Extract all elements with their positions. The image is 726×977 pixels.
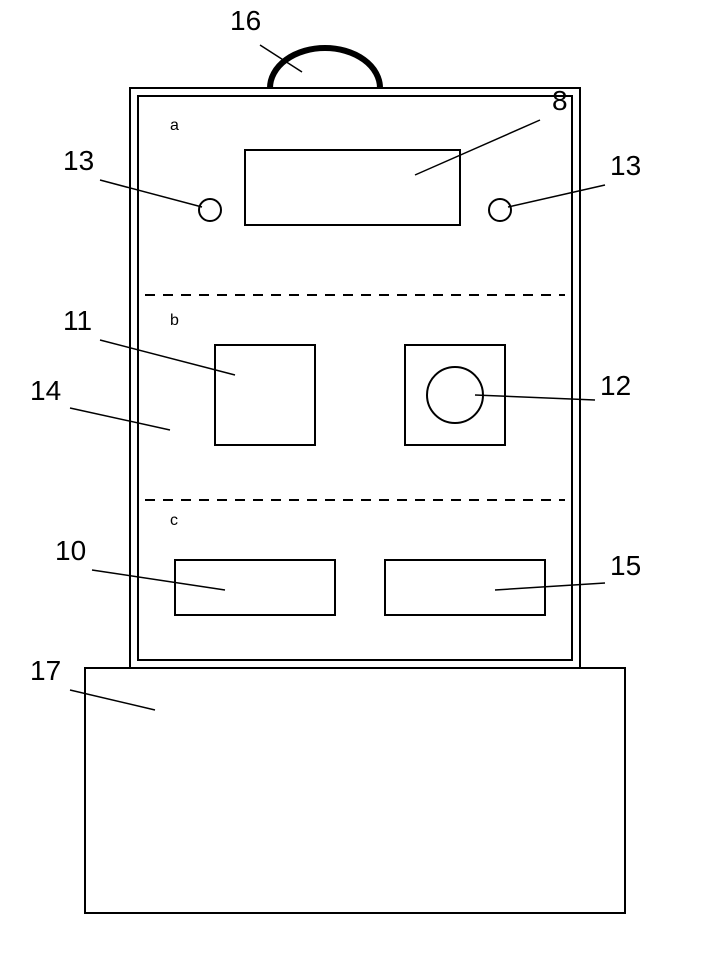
callout-label: a bbox=[170, 117, 179, 134]
callout-label: 10 bbox=[55, 535, 86, 566]
callout-label: 12 bbox=[600, 370, 631, 401]
callout-label: 16 bbox=[230, 5, 261, 36]
callout-label: 13 bbox=[610, 150, 641, 181]
callout-label: b bbox=[170, 312, 179, 329]
callout-label: 15 bbox=[610, 550, 641, 581]
callout-label: 8 bbox=[552, 85, 568, 116]
callout-label: c bbox=[170, 512, 178, 529]
handle-arc bbox=[270, 48, 380, 88]
callout-label: 11 bbox=[63, 305, 92, 336]
callout-label: 17 bbox=[30, 655, 61, 686]
callout-label: 14 bbox=[30, 375, 61, 406]
technical-diagram: a b c 16 8 13 13 11 12 14 10 15 17 bbox=[0, 0, 726, 977]
callout-label: 13 bbox=[63, 145, 94, 176]
